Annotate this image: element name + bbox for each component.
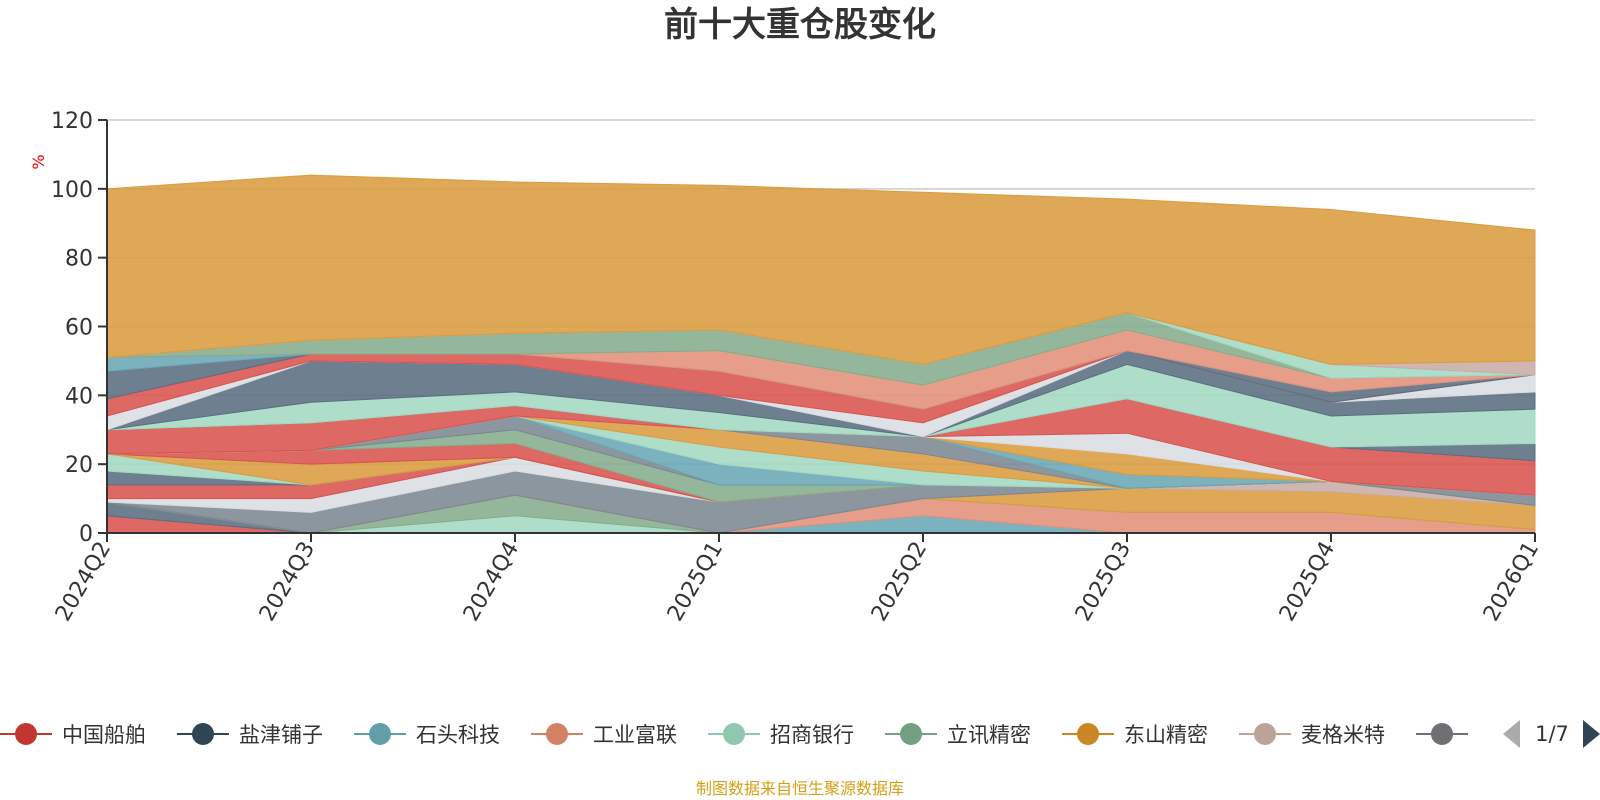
legend-prev-icon[interactable] bbox=[1503, 720, 1520, 748]
data-source-note: 制图数据来自恒生聚源数据库 bbox=[696, 779, 904, 798]
x-tick-label: 2025Q1 bbox=[663, 538, 728, 626]
legend-item-4[interactable]: 招商银行 bbox=[708, 723, 854, 747]
legend-dot bbox=[723, 723, 745, 745]
legend-item-8[interactable] bbox=[1416, 723, 1468, 745]
legend-item-0[interactable]: 中国船舶 bbox=[0, 723, 146, 747]
stacked-areas bbox=[106, 174, 1536, 534]
legend-dot bbox=[192, 723, 214, 745]
y-tick-label: 40 bbox=[65, 384, 93, 409]
y-axis-unit: % bbox=[29, 154, 48, 169]
legend-label: 东山精密 bbox=[1124, 723, 1208, 747]
y-tick-label: 80 bbox=[65, 247, 93, 272]
legend-label: 石头科技 bbox=[416, 723, 500, 747]
legend-dot bbox=[546, 723, 568, 745]
y-tick-labels: 0 20 40 60 80 100 120 bbox=[51, 109, 93, 547]
y-tick-label: 20 bbox=[65, 453, 93, 478]
legend-item-3[interactable]: 工业富联 bbox=[531, 723, 677, 747]
x-tick-label: 2026Q1 bbox=[1479, 538, 1544, 626]
legend-dot bbox=[369, 723, 391, 745]
series-area-36 bbox=[106, 174, 1536, 365]
legend-item-5[interactable]: 立讯精密 bbox=[885, 723, 1031, 747]
x-tick-label: 2025Q4 bbox=[1275, 538, 1340, 626]
chart-title: 前十大重仓股变化 bbox=[664, 5, 936, 45]
y-tick-label: 60 bbox=[65, 316, 93, 341]
legend-item-6[interactable]: 东山精密 bbox=[1062, 723, 1208, 747]
y-tick-label: 120 bbox=[51, 109, 93, 134]
legend-label: 招商银行 bbox=[770, 723, 854, 747]
legend-label: 立讯精密 bbox=[947, 723, 1031, 747]
y-tick-label: 100 bbox=[51, 178, 93, 203]
legend-item-7[interactable]: 麦格米特 bbox=[1239, 723, 1385, 747]
y-tick-label: 0 bbox=[79, 522, 93, 547]
axes bbox=[98, 119, 1536, 542]
legend-pager: 1/7 bbox=[1503, 720, 1600, 748]
legend-dot bbox=[1077, 723, 1099, 745]
x-tick-labels: 2024Q2 2024Q3 2024Q4 2025Q1 2025Q2 2025Q3 2025… bbox=[51, 538, 1544, 626]
x-tick-label: 2024Q3 bbox=[255, 538, 320, 626]
legend-dot bbox=[1431, 723, 1453, 745]
legend-item-1[interactable]: 盐津铺子 bbox=[177, 723, 323, 747]
legend-label: 麦格米特 bbox=[1301, 723, 1385, 747]
x-tick-label: 2024Q2 bbox=[51, 538, 116, 626]
x-tick-label: 2024Q4 bbox=[459, 538, 524, 626]
legend-dot bbox=[900, 723, 922, 745]
legend: 中国船舶 盐津铺子 石头科技 工业富联 招商银行 立讯精密 东山精密 麦格米特 bbox=[0, 723, 1468, 747]
legend-item-2[interactable]: 石头科技 bbox=[354, 723, 500, 747]
legend-dot bbox=[1254, 723, 1276, 745]
legend-next-icon[interactable] bbox=[1583, 720, 1600, 748]
x-tick-label: 2025Q3 bbox=[1071, 538, 1136, 626]
x-tick-label: 2025Q2 bbox=[867, 538, 932, 626]
legend-dot bbox=[15, 723, 37, 745]
legend-label: 中国船舶 bbox=[62, 723, 146, 747]
legend-page-indicator: 1/7 bbox=[1535, 722, 1569, 746]
legend-label: 工业富联 bbox=[593, 723, 677, 747]
legend-label: 盐津铺子 bbox=[239, 723, 323, 747]
